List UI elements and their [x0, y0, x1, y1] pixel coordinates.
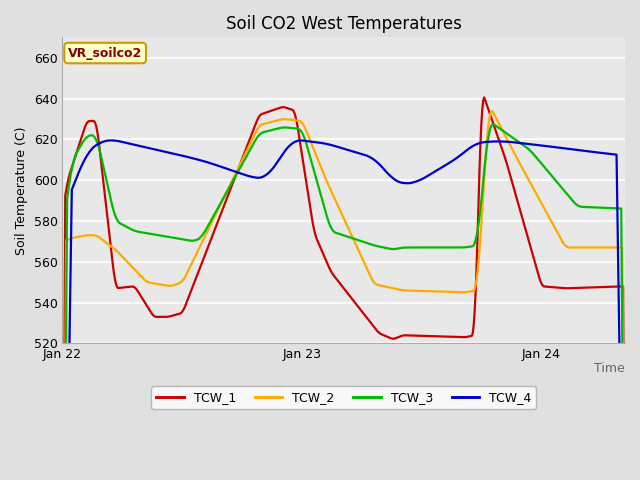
Text: VR_soilco2: VR_soilco2: [68, 47, 142, 60]
TCW_2: [204, 229, 211, 235]
TCW_1: [313, 237, 321, 242]
TCW_3: [435, 245, 442, 251]
TCW_4: [159, 148, 167, 154]
TCW_3: [158, 233, 166, 239]
TCW_1: [435, 334, 442, 339]
TCW_4: [106, 137, 114, 143]
TCW_2: [488, 108, 495, 114]
TCW_1: [390, 336, 398, 342]
TCW_2: [158, 282, 166, 288]
TCW_3: [482, 151, 490, 157]
Title: Soil CO2 West Temperatures: Soil CO2 West Temperatures: [226, 15, 461, 33]
TCW_3: [204, 225, 211, 230]
TCW_3: [390, 246, 398, 252]
Legend: TCW_1, TCW_2, TCW_3, TCW_4: TCW_1, TCW_2, TCW_3, TCW_4: [151, 386, 536, 409]
TCW_3: [313, 179, 321, 184]
TCW_3: [490, 121, 497, 127]
Y-axis label: Soil Temperature (C): Soil Temperature (C): [15, 126, 28, 254]
TCW_1: [204, 247, 211, 252]
TCW_2: [390, 286, 398, 291]
TCW_1: [480, 95, 488, 100]
Line: TCW_1: TCW_1: [63, 97, 625, 480]
TCW_2: [482, 149, 490, 155]
TCW_4: [391, 177, 399, 182]
TCW_4: [204, 159, 212, 165]
Text: Time: Time: [595, 362, 625, 375]
TCW_2: [313, 155, 321, 160]
TCW_4: [314, 140, 322, 145]
TCW_1: [158, 314, 166, 320]
Line: TCW_3: TCW_3: [63, 124, 625, 480]
Line: TCW_4: TCW_4: [63, 140, 625, 480]
TCW_2: [435, 288, 442, 294]
TCW_1: [483, 102, 491, 108]
TCW_4: [483, 139, 491, 145]
TCW_4: [435, 166, 443, 172]
Line: TCW_2: TCW_2: [63, 111, 625, 480]
